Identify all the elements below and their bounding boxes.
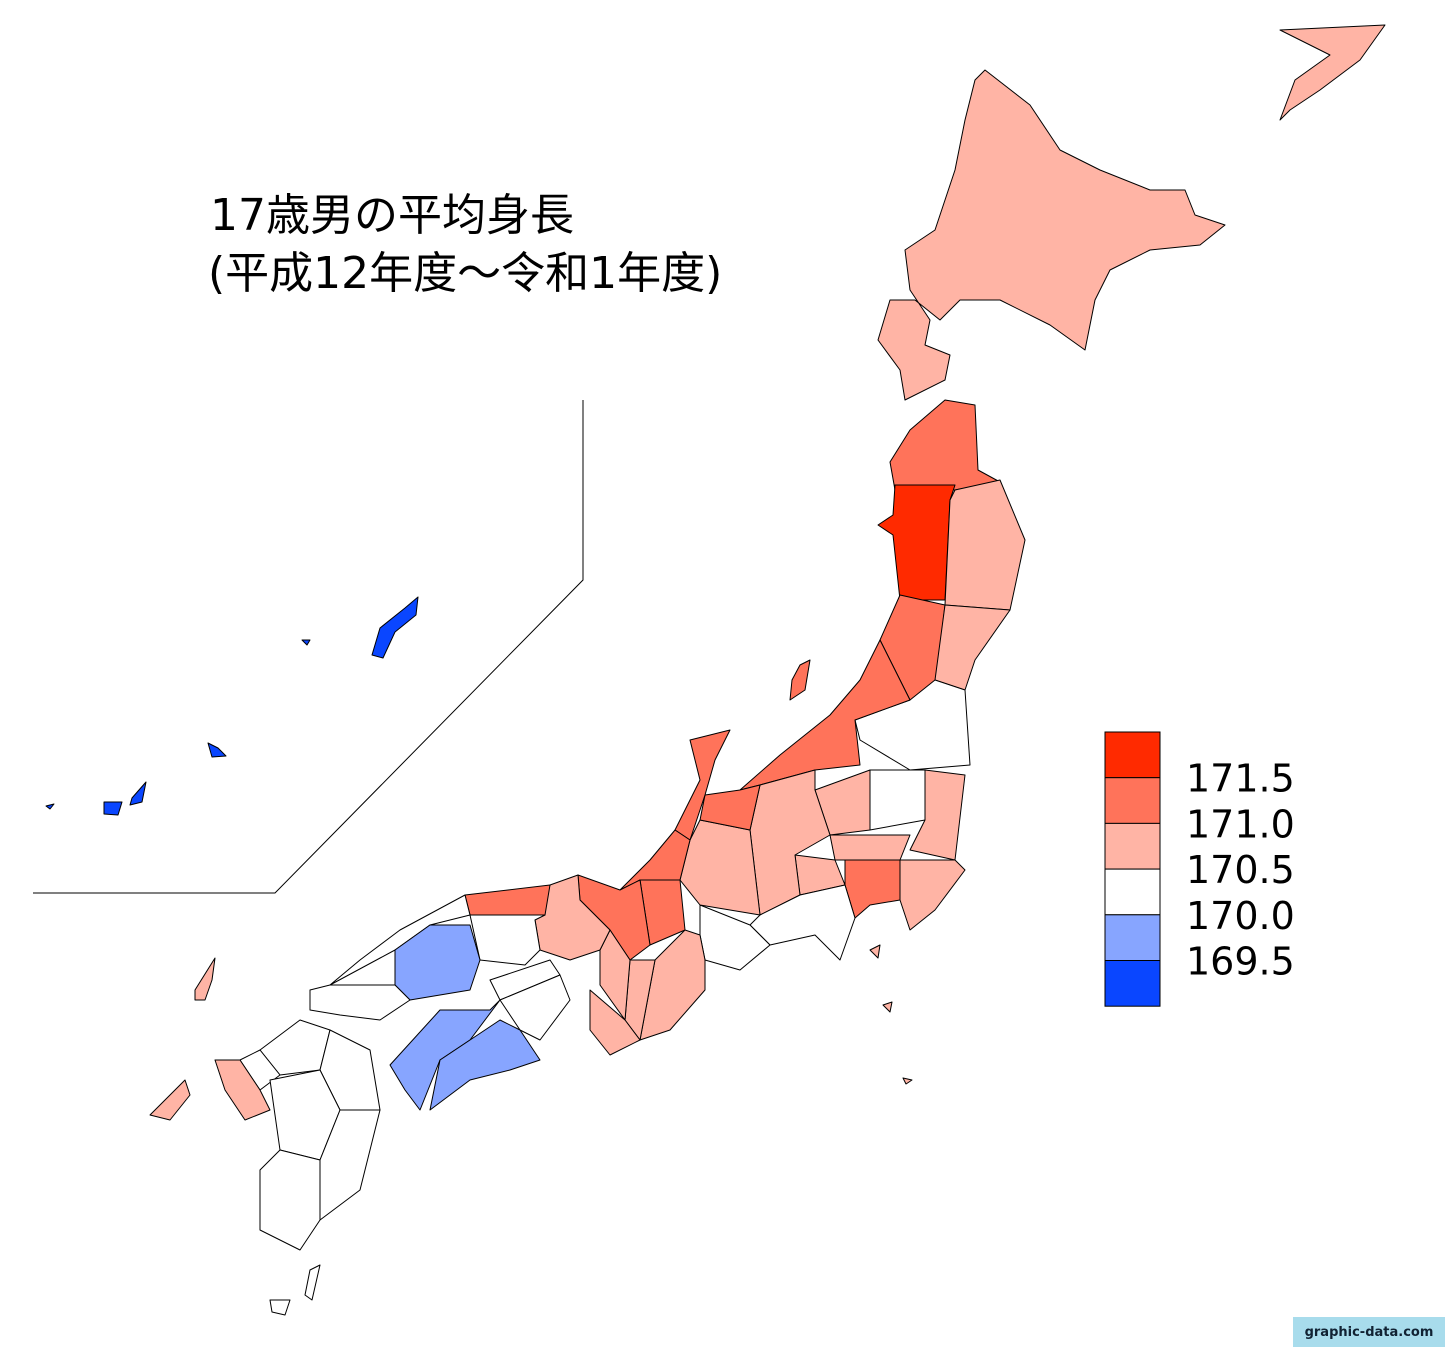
region	[869, 944, 881, 959]
region	[129, 781, 147, 806]
region	[269, 1299, 291, 1316]
title-line-1: 17歳男の平均身長	[210, 190, 574, 241]
legend-label: 169.5	[1186, 940, 1295, 984]
region	[319, 1109, 381, 1221]
region	[789, 659, 811, 701]
legend-swatch	[1104, 914, 1161, 961]
region	[103, 801, 123, 816]
legend-swatch	[1104, 731, 1161, 779]
region	[869, 769, 926, 831]
region	[329, 894, 471, 986]
title-line-2: (平成12年度～令和1年度)	[208, 248, 722, 299]
region	[699, 784, 761, 831]
watermark-box	[1293, 1317, 1445, 1347]
legend-swatch	[1104, 822, 1161, 870]
legend-label: 170.0	[1186, 894, 1295, 938]
legend-label: 171.5	[1186, 757, 1295, 801]
region	[902, 1077, 913, 1085]
region	[214, 1059, 271, 1121]
region	[149, 1079, 191, 1121]
region	[934, 604, 1011, 691]
region	[301, 639, 311, 646]
region	[207, 742, 227, 758]
region	[909, 769, 966, 861]
region	[45, 803, 55, 810]
region	[371, 596, 419, 659]
legend-swatch	[1104, 960, 1161, 1007]
region	[499, 974, 571, 1041]
region	[882, 1001, 893, 1013]
region	[589, 989, 641, 1056]
region	[674, 729, 731, 841]
legend-swatch	[1104, 868, 1161, 916]
region	[194, 957, 216, 1001]
region	[309, 984, 411, 1021]
region	[877, 69, 1226, 401]
legend-label: 170.5	[1186, 848, 1295, 892]
prefecture-map	[45, 24, 1386, 1316]
region	[259, 1149, 321, 1251]
region	[1279, 24, 1386, 121]
legend-swatch	[1104, 777, 1161, 824]
region	[829, 834, 911, 861]
watermark: graphic-data.com	[1305, 1325, 1434, 1340]
region	[304, 1264, 321, 1301]
inset-frame	[33, 400, 584, 894]
region	[429, 1019, 541, 1111]
legend-label: 171.0	[1186, 802, 1295, 846]
